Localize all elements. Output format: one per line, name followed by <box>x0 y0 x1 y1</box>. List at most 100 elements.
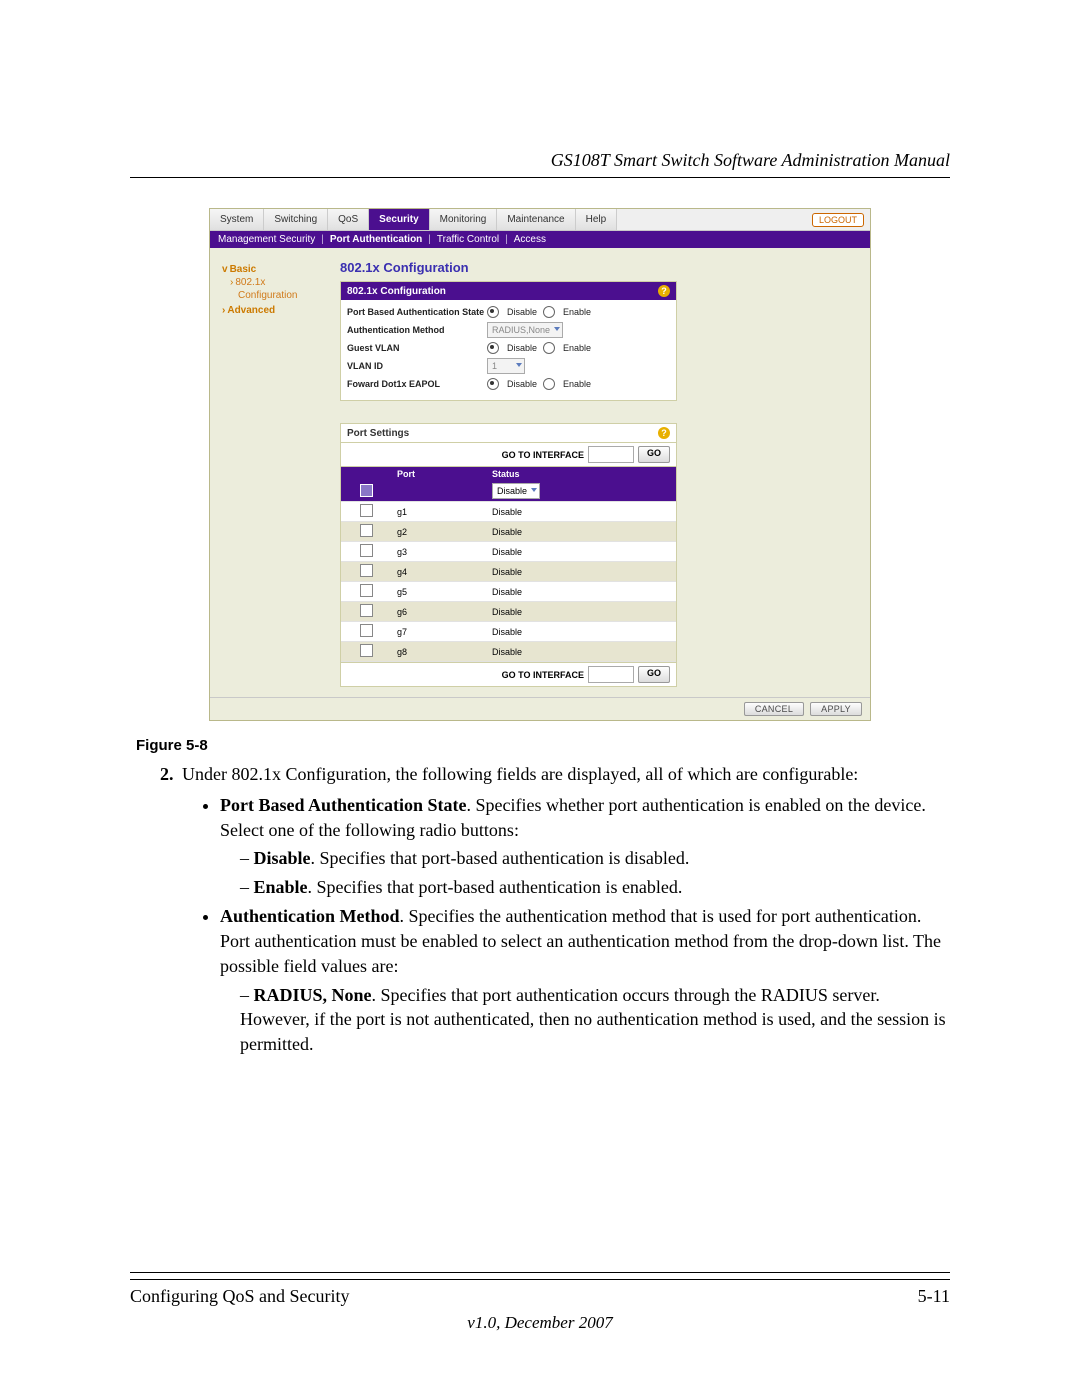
list-number: 2. <box>160 762 182 787</box>
bold-auth-method: Authentication Method <box>220 906 400 926</box>
sidebar-basic[interactable]: vBasic <box>222 264 322 275</box>
radio-label-disable: Disable <box>507 307 537 317</box>
goto-input[interactable] <box>588 446 634 463</box>
tab-security[interactable]: Security <box>369 209 429 230</box>
config-panel-title: 802.1x Configuration <box>347 286 446 297</box>
cell-port: g2 <box>391 522 486 542</box>
main-area: 802.1x Configuration 802.1x Configuratio… <box>330 248 870 697</box>
row-checkbox[interactable] <box>360 544 373 557</box>
help-icon[interactable]: ? <box>658 427 670 439</box>
radio-label-disable: Disable <box>507 343 537 353</box>
tab-system[interactable]: System <box>210 209 264 230</box>
subtab-port-auth[interactable]: Port Authentication <box>330 234 422 245</box>
radio-guest-vlan-enable[interactable] <box>543 342 555 354</box>
cell-status: Disable <box>486 502 676 522</box>
cell-status: Disable <box>486 622 676 642</box>
table-row: g8Disable <box>341 642 676 662</box>
header-rule <box>130 177 950 178</box>
radio-port-state-enable[interactable] <box>543 306 555 318</box>
footer-rule <box>130 1272 950 1273</box>
status-filter-select[interactable]: Disable <box>492 483 540 499</box>
goto-label: GO TO INTERFACE <box>502 450 584 460</box>
tab-qos[interactable]: QoS <box>328 209 369 230</box>
go-button[interactable]: GO <box>638 446 670 463</box>
apply-button[interactable]: APPLY <box>810 702 862 716</box>
port-panel: Port Settings ? GO TO INTERFACE GO Port <box>340 423 677 687</box>
table-row: g3Disable <box>341 542 676 562</box>
tab-help[interactable]: Help <box>576 209 618 230</box>
table-row: g5Disable <box>341 582 676 602</box>
footer-left: Configuring QoS and Security <box>130 1286 349 1307</box>
cell-port: g7 <box>391 622 486 642</box>
tail-enable: . Specifies that port-based authenticati… <box>308 877 683 897</box>
bold-port-state: Port Based Authentication State <box>220 795 467 815</box>
row-checkbox[interactable] <box>360 524 373 537</box>
caret-icon: v <box>222 264 228 275</box>
cell-status: Disable <box>486 542 676 562</box>
select-auth-method[interactable]: RADIUS,None <box>487 322 563 338</box>
subtab-sep: | <box>428 234 431 245</box>
sidebar-8021x[interactable]: ›802.1x <box>222 277 322 288</box>
radio-guest-vlan-disable[interactable] <box>487 342 499 354</box>
cell-port: g5 <box>391 582 486 602</box>
config-panel-header: 802.1x Configuration ? <box>341 282 676 300</box>
radio-eapol-disable[interactable] <box>487 378 499 390</box>
page-title: 802.1x Configuration <box>340 260 860 275</box>
intro-text: Under 802.1x Configuration, the followin… <box>182 764 858 784</box>
subtab-traffic-control[interactable]: Traffic Control <box>437 234 499 245</box>
row-checkbox[interactable] <box>360 564 373 577</box>
cell-port: g3 <box>391 542 486 562</box>
table-row: g4Disable <box>341 562 676 582</box>
tail-disable: . Specifies that port-based authenticati… <box>311 848 690 868</box>
cell-status: Disable <box>486 522 676 542</box>
sidebar-advanced-label: Advanced <box>227 305 275 316</box>
radio-label-enable: Enable <box>563 307 591 317</box>
help-icon[interactable]: ? <box>658 285 670 297</box>
goto-input[interactable] <box>588 666 634 683</box>
dash-disable: Disable. Specifies that port-based authe… <box>240 846 950 871</box>
subtab-sep: | <box>505 234 508 245</box>
col-port: Port <box>391 467 486 481</box>
port-panel-title: Port Settings <box>347 428 409 439</box>
tab-monitoring[interactable]: Monitoring <box>430 209 498 230</box>
page-footer: Configuring QoS and Security 5-11 v1.0, … <box>130 1272 950 1333</box>
cell-status: Disable <box>486 602 676 622</box>
cell-port: g4 <box>391 562 486 582</box>
sidebar-advanced[interactable]: ›Advanced <box>222 305 322 316</box>
tab-switching[interactable]: Switching <box>264 209 328 230</box>
select-all-checkbox[interactable] <box>360 484 373 497</box>
cancel-button[interactable]: CANCEL <box>744 702 804 716</box>
footer-version: v1.0, December 2007 <box>130 1313 950 1333</box>
bullet-port-state: Port Based Authentication State . Specifi… <box>220 793 950 900</box>
subtab-mgmt-security[interactable]: Management Security <box>218 234 315 245</box>
row-checkbox[interactable] <box>360 584 373 597</box>
bold-enable: Enable <box>254 877 308 897</box>
subtab-access[interactable]: Access <box>514 234 546 245</box>
row-checkbox[interactable] <box>360 504 373 517</box>
label-guest-vlan: Guest VLAN <box>347 343 487 353</box>
select-vlan-id[interactable]: 1 <box>487 358 525 374</box>
logout-button[interactable]: LOGOUT <box>812 213 864 227</box>
action-bar: CANCEL APPLY <box>210 697 870 720</box>
table-row: g2Disable <box>341 522 676 542</box>
sidebar-8021x-config[interactable]: Configuration <box>222 290 322 301</box>
cell-status: Disable <box>486 642 676 662</box>
radio-port-state-disable[interactable] <box>487 306 499 318</box>
row-checkbox[interactable] <box>360 624 373 637</box>
tab-maintenance[interactable]: Maintenance <box>497 209 575 230</box>
row-checkbox[interactable] <box>360 644 373 657</box>
go-button[interactable]: GO <box>638 666 670 683</box>
row-checkbox[interactable] <box>360 604 373 617</box>
label-port-state: Port Based Authentication State <box>347 307 487 317</box>
col-select <box>341 467 391 481</box>
col-status: Status <box>486 467 676 481</box>
running-header: GS108T Smart Switch Software Administrat… <box>130 150 950 171</box>
config-panel: 802.1x Configuration ? Port Based Authen… <box>340 281 677 401</box>
radio-eapol-enable[interactable] <box>543 378 555 390</box>
bold-disable: Disable <box>254 848 311 868</box>
subtab-sep: | <box>321 234 324 245</box>
figure-caption: Figure 5-8 <box>136 737 950 754</box>
label-auth-method: Authentication Method <box>347 325 487 335</box>
sidebar: vBasic ›802.1x Configuration ›Advanced <box>210 248 330 697</box>
bold-radius: RADIUS, None <box>254 985 372 1005</box>
